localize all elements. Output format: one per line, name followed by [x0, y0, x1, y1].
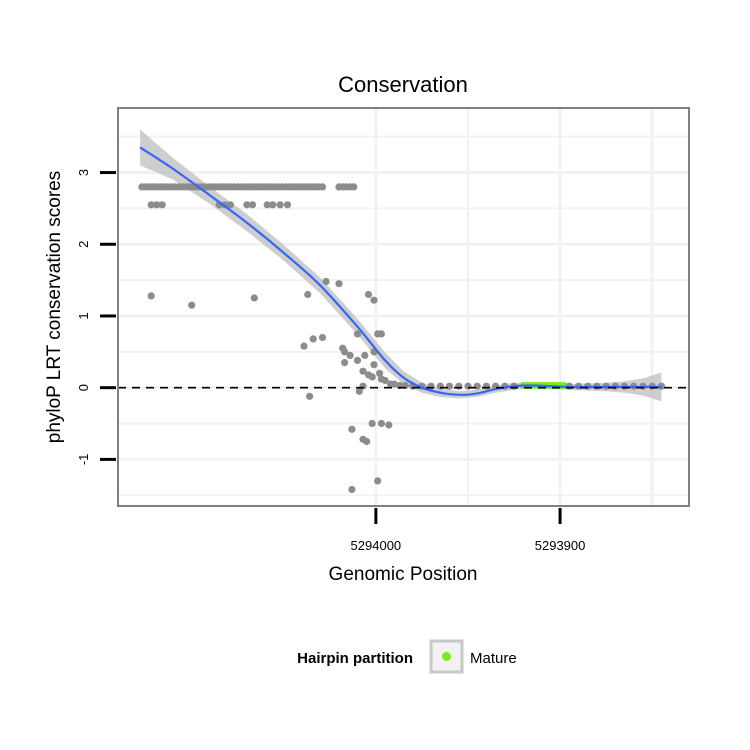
data-point — [322, 277, 330, 286]
data-point — [368, 373, 376, 381]
data-point — [306, 392, 314, 400]
x-axis-title: Genomic Position — [329, 564, 478, 585]
legend-label-mature: Mature — [470, 650, 517, 667]
data-point — [269, 201, 277, 209]
data-point — [276, 201, 284, 209]
data-point — [464, 382, 472, 390]
data-point — [374, 477, 382, 485]
y-tick-label: 2 — [76, 241, 91, 248]
data-point — [304, 290, 312, 299]
data-point — [363, 437, 371, 446]
data-point — [445, 382, 454, 390]
data-point — [436, 382, 444, 390]
data-point — [390, 380, 398, 388]
y-axis-ticks: -1 0 1 2 3 — [76, 169, 116, 465]
data-point — [370, 296, 378, 304]
panel-background — [118, 108, 689, 506]
legend: Hairpin partition Mature — [297, 639, 517, 674]
data-point — [353, 330, 362, 338]
data-point — [226, 201, 234, 209]
data-point — [346, 351, 354, 359]
data-point — [385, 421, 393, 429]
data-point — [153, 201, 161, 209]
legend-key-mature — [442, 652, 451, 661]
data-point — [283, 201, 292, 209]
data-point — [348, 425, 356, 433]
y-tick-label: 0 — [76, 384, 91, 391]
data-point — [335, 280, 343, 288]
data-point — [250, 294, 258, 302]
data-point — [243, 201, 251, 209]
x-axis-ticks: 5294000 5293900 — [351, 508, 586, 553]
data-point — [359, 367, 367, 375]
data-point — [455, 382, 463, 390]
data-point — [482, 382, 490, 390]
data-point — [353, 356, 362, 364]
x-tick-label: 5293900 — [535, 538, 586, 553]
data-point — [300, 342, 308, 350]
data-point — [158, 201, 166, 209]
chart-title: Conservation — [338, 72, 468, 97]
legend-title: Hairpin partition — [297, 650, 413, 667]
data-point — [341, 359, 349, 367]
data-point — [341, 348, 349, 356]
data-point — [377, 330, 385, 338]
data-point — [309, 335, 317, 343]
data-point — [147, 292, 155, 300]
y-axis-title: phyloP LRT conservation scores — [44, 171, 65, 444]
x-tick-label: 5294000 — [351, 538, 402, 553]
data-point — [147, 201, 155, 209]
data-point — [364, 290, 373, 299]
data-point — [377, 419, 385, 428]
gridlines — [118, 108, 689, 506]
data-point — [248, 201, 257, 209]
smooth-trend-line — [139, 146, 662, 396]
y-tick-label: 3 — [76, 169, 91, 176]
data-point — [427, 382, 435, 390]
y-tick-label: -1 — [76, 454, 91, 466]
data-point — [263, 201, 271, 209]
data-point — [381, 376, 389, 385]
smooth-line-layer — [139, 146, 662, 396]
data-point — [350, 183, 358, 191]
data-point — [318, 333, 327, 342]
data-point — [361, 351, 369, 359]
plot-panel — [117, 107, 690, 507]
data-point — [376, 369, 384, 377]
axes: -1 0 1 2 3 5294000 5293900 — [76, 169, 586, 553]
data-point — [188, 301, 196, 309]
data-point — [473, 382, 481, 390]
y-tick-label: 1 — [76, 312, 91, 319]
data-point — [370, 361, 378, 369]
data-point — [318, 183, 327, 191]
data-point — [348, 485, 356, 494]
panel-border — [117, 107, 690, 507]
data-point — [368, 419, 376, 428]
data-point — [355, 387, 363, 395]
